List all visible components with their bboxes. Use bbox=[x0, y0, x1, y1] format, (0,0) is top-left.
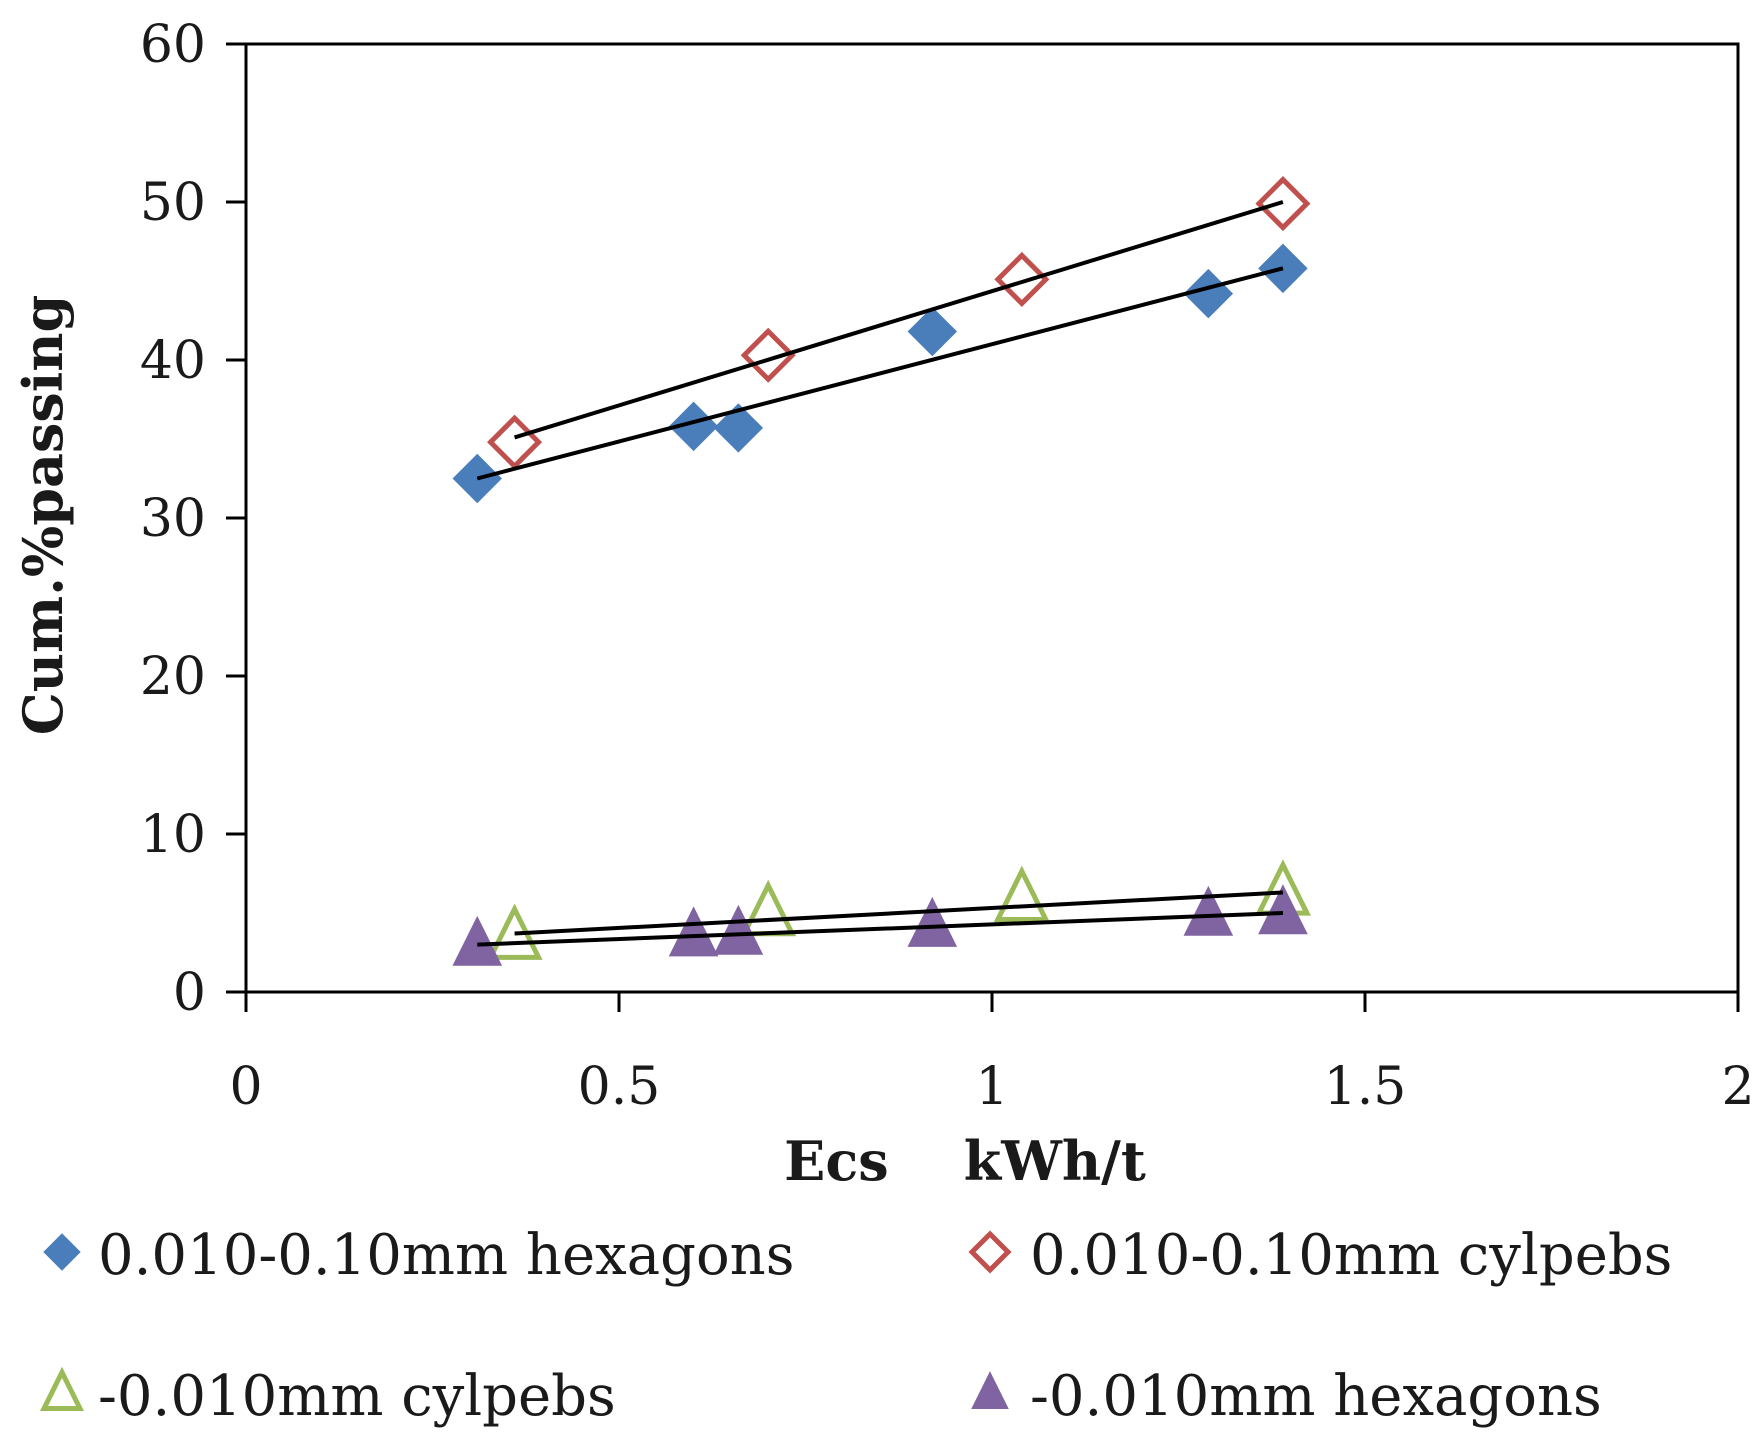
data-point bbox=[487, 414, 543, 470]
data-point bbox=[740, 879, 797, 937]
data-point bbox=[993, 865, 1050, 922]
legend-marker bbox=[968, 1230, 1012, 1274]
y-tick-label: 0 bbox=[173, 963, 206, 1023]
data-point bbox=[668, 906, 719, 957]
data-point bbox=[713, 403, 764, 453]
legend-label: -0.010mm cylpebs bbox=[98, 1364, 616, 1429]
legend-item: -0.010mm hexagons bbox=[971, 1364, 1602, 1429]
plot-area-frame bbox=[244, 42, 1740, 994]
data-point bbox=[713, 904, 764, 955]
data-point bbox=[994, 251, 1050, 307]
data-point bbox=[907, 306, 958, 357]
trendline-series-2 bbox=[514, 890, 1284, 936]
x-tick-label: 0 bbox=[229, 1057, 262, 1117]
y-tick-label: 20 bbox=[140, 647, 206, 707]
y-tick-label: 60 bbox=[140, 15, 206, 75]
data-point bbox=[740, 327, 796, 383]
legend-marker bbox=[971, 1371, 1009, 1410]
y-tick-label: 30 bbox=[140, 489, 206, 549]
x-tick-label: 2 bbox=[1721, 1057, 1754, 1117]
data-point bbox=[452, 915, 503, 966]
data-point bbox=[1258, 884, 1308, 935]
legend-label: -0.010mm hexagons bbox=[1030, 1364, 1602, 1429]
trendline-series-1 bbox=[513, 200, 1284, 440]
x-tick-label: 0.5 bbox=[578, 1057, 661, 1117]
x-tick-label: 1.5 bbox=[1324, 1057, 1407, 1117]
trendline-series-3 bbox=[477, 911, 1284, 947]
legend-marker bbox=[43, 1233, 81, 1271]
x-axis-title: Ecs kWh/t bbox=[784, 1129, 1146, 1193]
series-3-points bbox=[452, 884, 1308, 966]
data-point bbox=[907, 896, 958, 947]
legend-item: 0.010-0.10mm cylpebs bbox=[968, 1223, 1672, 1288]
y-tick-label: 10 bbox=[140, 805, 206, 865]
legend-label: 0.010-0.10mm hexagons bbox=[98, 1223, 794, 1288]
y-tick-label: 50 bbox=[140, 173, 206, 233]
legend-label: 0.010-0.10mm cylpebs bbox=[1030, 1223, 1672, 1288]
y-axis-title: Cum.%passing bbox=[11, 295, 75, 736]
x-tick-label: 1 bbox=[975, 1057, 1008, 1117]
legend-marker bbox=[39, 1366, 85, 1412]
legend-item: -0.010mm cylpebs bbox=[39, 1364, 616, 1429]
legend: 0.010-0.10mm hexagons 0.010-0.10mm cylpeb… bbox=[39, 1223, 1672, 1429]
data-point bbox=[1183, 885, 1234, 936]
series-1-points bbox=[487, 176, 1311, 470]
y-tick-label: 40 bbox=[140, 331, 206, 391]
legend-item: 0.010-0.10mm hexagons bbox=[43, 1223, 794, 1288]
trendline-series-0 bbox=[476, 266, 1284, 481]
